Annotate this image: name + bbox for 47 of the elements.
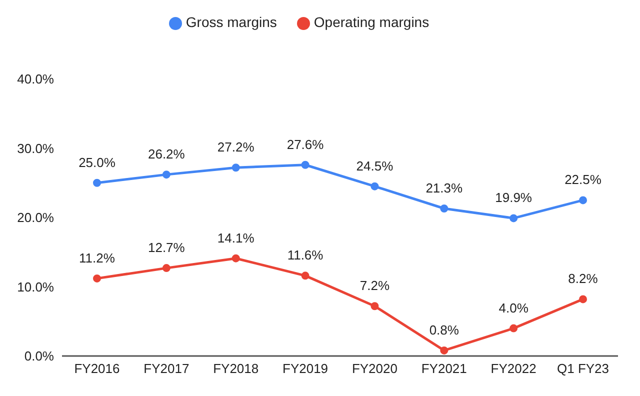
x-tick-label: Q1 FY23 <box>556 361 610 376</box>
y-tick-label: 20.0% <box>17 210 54 226</box>
data-label: 11.6% <box>287 248 324 263</box>
point <box>440 346 448 354</box>
legend-label: Operating margins <box>314 14 430 30</box>
x-tick-label: FY2017 <box>144 361 190 376</box>
point <box>579 295 587 304</box>
x-tick-label: FY2022 <box>490 361 536 376</box>
point <box>301 160 310 169</box>
y-tick-label: 10.0% <box>17 279 54 294</box>
data-label: 25.0% <box>78 154 116 170</box>
legend-label: Gross margins <box>186 14 277 30</box>
data-label: 0.8% <box>429 322 460 338</box>
data-label: 26.2% <box>148 146 186 162</box>
data-label: 21.3% <box>426 180 464 196</box>
y-tick-label: 40.0% <box>17 72 54 87</box>
data-label: 7.2% <box>360 278 390 294</box>
point <box>370 182 379 190</box>
data-label: 27.6% <box>286 136 324 152</box>
data-label: 14.1% <box>217 230 255 246</box>
point <box>232 254 240 262</box>
point <box>162 264 170 272</box>
point <box>162 170 170 179</box>
data-label: 22.5% <box>564 172 602 188</box>
point <box>579 196 587 204</box>
point <box>440 204 448 212</box>
data-label: 8.2% <box>568 271 598 286</box>
y-tick-label: 30.0% <box>17 140 54 156</box>
point <box>93 274 101 282</box>
x-tick-label: FY2020 <box>352 361 398 376</box>
data-label: 19.9% <box>495 190 532 206</box>
point <box>232 164 240 172</box>
data-label: 4.0% <box>498 300 529 316</box>
point <box>301 272 310 280</box>
x-tick-label: FY2016 <box>74 361 120 376</box>
data-label: 24.5% <box>356 158 394 174</box>
point <box>510 324 518 332</box>
point <box>93 178 101 187</box>
point <box>370 302 379 310</box>
x-tick-label: FY2021 <box>421 361 467 376</box>
x-tick-label: FY2018 <box>213 361 259 376</box>
x-tick-label: FY2019 <box>282 361 328 376</box>
data-label: 11.2% <box>79 250 116 266</box>
data-label: 27.2% <box>217 140 255 155</box>
y-tick-label: 0.0% <box>24 348 54 364</box>
point <box>510 214 518 222</box>
data-label: 12.7% <box>148 240 186 256</box>
